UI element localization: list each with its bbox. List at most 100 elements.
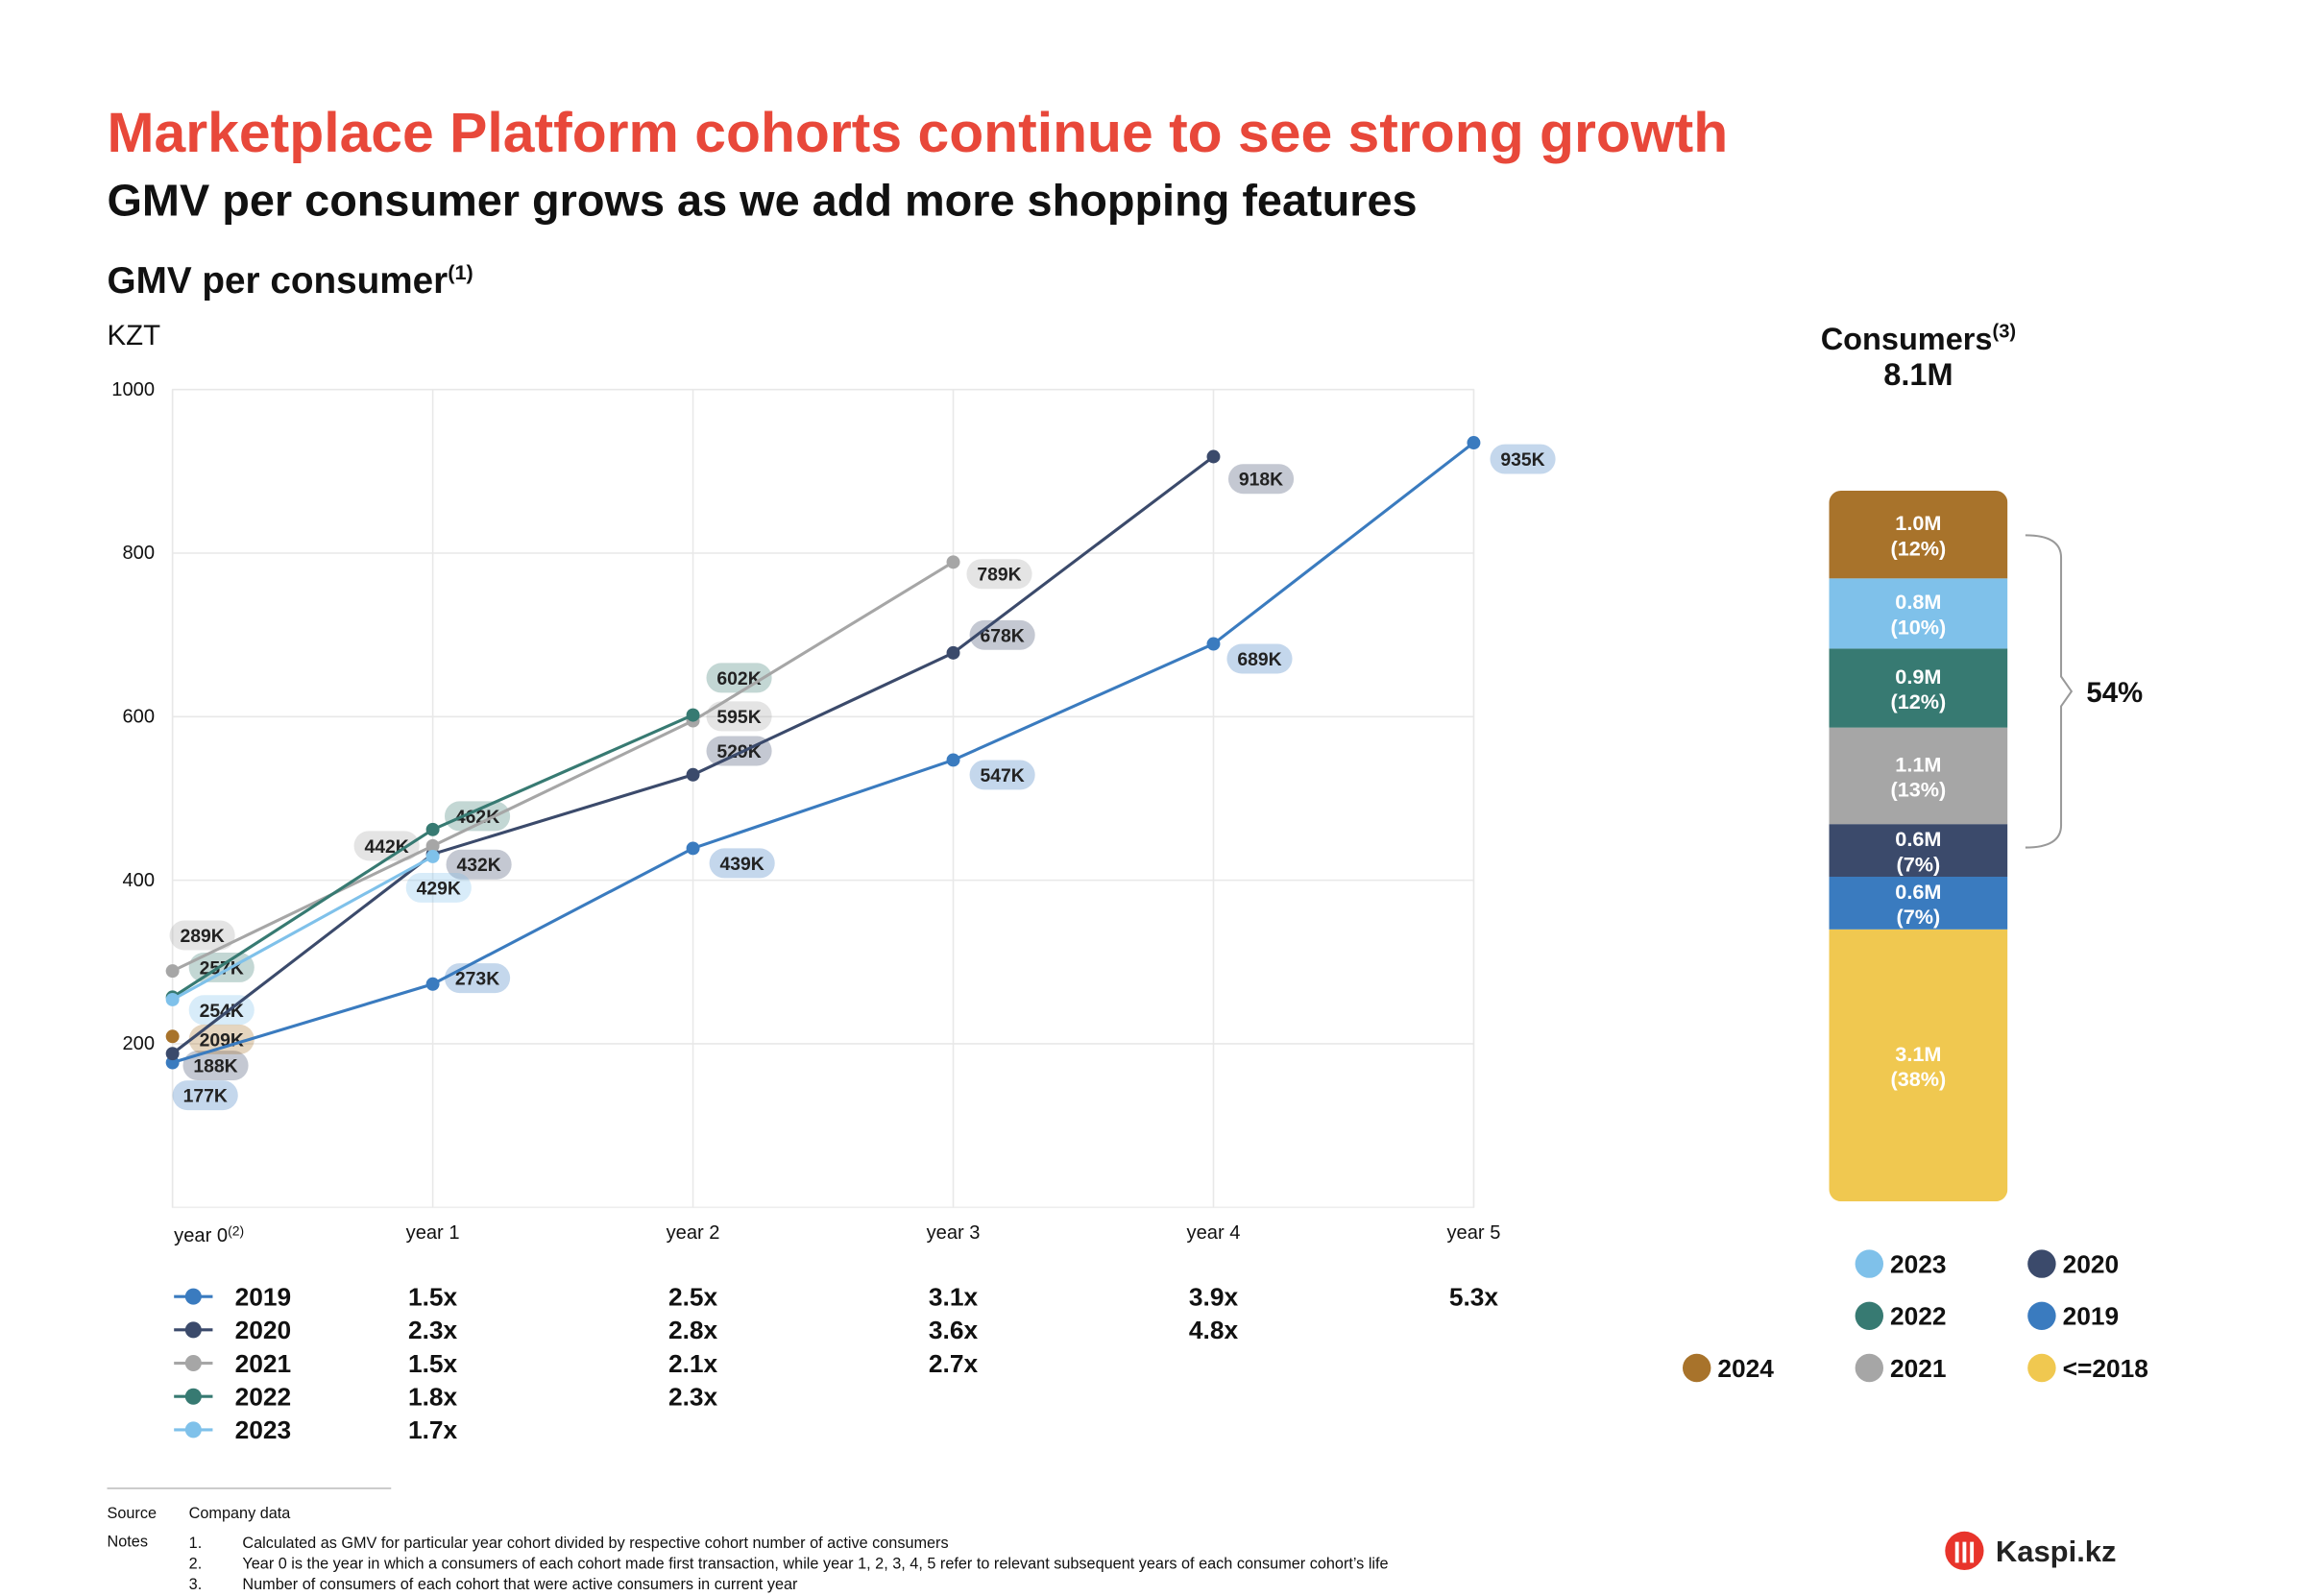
- value-label-pill: [169, 920, 235, 951]
- x-tick-label: year 5: [1446, 1222, 1500, 1244]
- value-label-pill: [172, 1080, 238, 1111]
- value-label: 432K: [456, 855, 500, 876]
- segment-value-label: 1.1M: [1895, 752, 1941, 776]
- stacked-bar: [1829, 490, 2008, 1202]
- series-line: [171, 561, 955, 973]
- chart-title-note: (1): [448, 260, 473, 284]
- legend-swatch: [1855, 1301, 1884, 1330]
- value-label: 547K: [980, 765, 1024, 786]
- data-point: [425, 849, 440, 863]
- multiple: 2.1x: [668, 1349, 718, 1378]
- multiple: 1.5x: [408, 1349, 458, 1378]
- multiple: 2.5x: [668, 1282, 718, 1311]
- value-label-pill: [709, 848, 775, 879]
- series-line: [172, 441, 1475, 1065]
- bar-total: 8.1M: [1883, 357, 1953, 392]
- source: Company data: [189, 1505, 292, 1522]
- bar-segment: [1829, 578, 2008, 649]
- value-label-pill: [182, 1051, 249, 1081]
- legend-dot: [184, 1421, 202, 1439]
- series-line: [171, 855, 434, 1002]
- legend-label: 2023: [1890, 1249, 1947, 1278]
- y-axis-label: KZT: [108, 320, 161, 351]
- segment-share-label: (10%): [1891, 616, 1947, 640]
- data-point: [165, 992, 180, 1006]
- y-tick-label: 600: [122, 706, 155, 727]
- subtitle: GMV per consumer grows as we add more sh…: [108, 176, 1418, 226]
- x-tick-label: year 1: [406, 1222, 460, 1244]
- legend-dot: [184, 1288, 202, 1305]
- multiple: 4.8x: [1189, 1316, 1239, 1344]
- value-label: 602K: [716, 668, 761, 689]
- segment-value-label: 0.6M: [1895, 827, 1941, 851]
- value-label-pill: [1490, 444, 1556, 474]
- value-label-pill: [969, 760, 1035, 790]
- value-label-pill: [446, 849, 512, 880]
- value-label-pill: [1226, 643, 1293, 674]
- legend-label: 2022: [1890, 1302, 1947, 1331]
- title: Marketplace Platform cohorts continue to…: [108, 102, 1729, 164]
- bar-title-text: Consumers: [1821, 322, 1993, 356]
- note-text: Calculated as GMV for particular year co…: [242, 1535, 948, 1552]
- segment-share-label: (13%): [1891, 778, 1947, 802]
- note-text: Year 0 is the year in which a consumers …: [242, 1556, 1388, 1573]
- data-point: [425, 977, 440, 991]
- multiple: 1.7x: [408, 1415, 458, 1444]
- value-label: 918K: [1239, 470, 1283, 491]
- value-label: 439K: [720, 854, 764, 875]
- plot-area: [171, 388, 1475, 1209]
- legend-label: 2023: [235, 1415, 292, 1444]
- data-point: [1206, 637, 1221, 651]
- value-label: 678K: [980, 625, 1024, 646]
- legend-swatch: [2027, 1301, 2056, 1330]
- multiple: 1.5x: [408, 1282, 458, 1311]
- legend-swatch: [1682, 1353, 1711, 1383]
- y-tick-label: 200: [122, 1033, 155, 1054]
- value-label: 177K: [183, 1086, 228, 1107]
- y-tick-label: 400: [122, 870, 155, 891]
- multiple: 3.9x: [1189, 1282, 1239, 1311]
- bar-segment: [1829, 490, 2008, 579]
- data-point: [165, 1029, 180, 1044]
- multiple: 5.3x: [1449, 1282, 1499, 1311]
- value-label: 442K: [364, 836, 408, 858]
- data-point: [686, 708, 700, 722]
- value-label-pill: [706, 663, 772, 693]
- logo: Kaspi.kz: [1945, 1531, 2117, 1571]
- x-tick-label: year 4: [1187, 1222, 1241, 1244]
- data-point: [1206, 449, 1221, 464]
- legend-label: 2019: [2063, 1302, 2120, 1331]
- legend-label: 2021: [1890, 1354, 1947, 1383]
- bar-segment: [1829, 929, 2008, 1202]
- legend-label: 2021: [235, 1349, 292, 1378]
- data-point: [686, 841, 700, 856]
- legend-dot: [184, 1321, 202, 1339]
- bar-title: Consumers(3): [1821, 321, 2016, 355]
- chart-title: GMV per consumer(1): [108, 260, 473, 302]
- value-label-pill: [1227, 464, 1295, 495]
- value-label: 689K: [1237, 649, 1281, 670]
- x-tick-note: (2): [228, 1223, 244, 1239]
- legend-dot: [184, 1355, 202, 1372]
- bracket-label: 54%: [2086, 677, 2143, 709]
- legend-swatch: [2027, 1249, 2056, 1278]
- legend-dot: [184, 1388, 202, 1405]
- data-point: [946, 645, 960, 660]
- segment-value-label: 0.6M: [1895, 880, 1941, 904]
- legend-label: <=2018: [2063, 1354, 2148, 1383]
- data-point: [686, 767, 700, 782]
- segment-value-label: 1.0M: [1895, 511, 1941, 535]
- value-label: 935K: [1500, 449, 1544, 471]
- x-tick-label-text: year 0: [174, 1225, 228, 1246]
- value-labels: 177K273K439K547K689K935K188K432K529K678K…: [169, 444, 1556, 1111]
- segment-value-label: 0.8M: [1895, 590, 1941, 614]
- data-point: [425, 838, 440, 853]
- value-label-pill: [706, 736, 772, 766]
- segment-value-label: 0.9M: [1895, 665, 1941, 689]
- note-number: 1.: [189, 1535, 203, 1552]
- multiple: 2.3x: [408, 1316, 458, 1344]
- data-point: [165, 1047, 180, 1061]
- legend-label: 2024: [1717, 1354, 1774, 1383]
- data-point: [1467, 436, 1481, 449]
